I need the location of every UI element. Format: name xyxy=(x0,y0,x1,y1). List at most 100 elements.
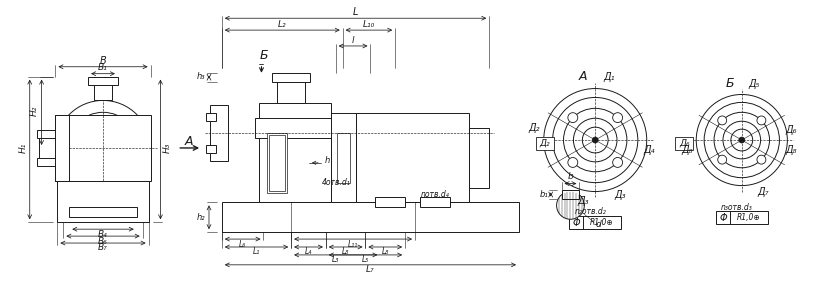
Circle shape xyxy=(563,108,627,172)
Bar xyxy=(569,216,621,229)
Text: L: L xyxy=(353,7,358,17)
Text: L₁₁: L₁₁ xyxy=(348,240,358,249)
Circle shape xyxy=(757,155,766,164)
Text: h₃: h₃ xyxy=(196,72,205,81)
Bar xyxy=(58,181,148,222)
Text: Д₂: Д₂ xyxy=(540,139,550,148)
Text: L₂: L₂ xyxy=(278,20,286,29)
Text: d: d xyxy=(596,220,601,229)
Bar xyxy=(420,198,450,207)
Text: B: B xyxy=(100,56,106,66)
Text: Б: Б xyxy=(260,49,269,62)
Bar xyxy=(255,118,336,138)
Bar xyxy=(206,113,216,121)
Text: Д₈: Д₈ xyxy=(681,145,693,155)
Text: h: h xyxy=(324,156,329,165)
Text: Б: Б xyxy=(726,77,734,90)
Text: Φ: Φ xyxy=(573,218,580,228)
Circle shape xyxy=(582,127,608,153)
Circle shape xyxy=(544,88,647,192)
Text: R1,0⊕: R1,0⊕ xyxy=(737,213,761,222)
Circle shape xyxy=(55,101,150,196)
Circle shape xyxy=(757,116,766,125)
Text: L₈: L₈ xyxy=(342,247,349,256)
Text: H₃: H₃ xyxy=(163,143,172,153)
Text: H₂: H₂ xyxy=(31,105,39,115)
Circle shape xyxy=(731,129,752,151)
Text: Д₃: Д₃ xyxy=(578,196,589,206)
Text: A: A xyxy=(185,134,193,147)
Bar xyxy=(260,103,331,202)
Bar xyxy=(222,202,519,232)
Text: B₁: B₁ xyxy=(98,63,108,72)
Bar xyxy=(94,83,112,101)
Bar xyxy=(676,137,693,150)
Text: L₄: L₄ xyxy=(305,247,312,256)
Bar xyxy=(55,115,150,181)
Text: B₄: B₄ xyxy=(98,230,108,239)
Circle shape xyxy=(739,137,745,143)
Text: L₆: L₆ xyxy=(239,240,247,249)
Text: b₁: b₁ xyxy=(540,190,548,199)
Circle shape xyxy=(553,97,638,183)
Circle shape xyxy=(696,94,787,185)
Text: nотв.d₄: nотв.d₄ xyxy=(421,190,449,199)
Bar xyxy=(210,105,228,161)
Text: h₂: h₂ xyxy=(196,213,205,222)
Bar xyxy=(331,113,356,202)
Bar xyxy=(69,207,137,217)
Bar xyxy=(469,128,489,187)
Circle shape xyxy=(81,126,125,170)
Text: 4отв.d₁: 4отв.d₁ xyxy=(322,178,350,187)
Bar xyxy=(36,130,59,138)
Text: Д₃: Д₃ xyxy=(615,190,625,200)
Bar xyxy=(206,145,216,153)
Text: A: A xyxy=(579,70,587,83)
Text: Д₈: Д₈ xyxy=(785,145,797,155)
Bar xyxy=(55,115,69,181)
Circle shape xyxy=(705,103,780,178)
Text: l: l xyxy=(351,35,354,45)
Text: b: b xyxy=(568,172,573,181)
Bar xyxy=(356,113,469,202)
Text: n₂отв.d₂: n₂отв.d₂ xyxy=(574,207,606,216)
Text: L₅: L₅ xyxy=(362,255,369,264)
Bar xyxy=(375,198,405,207)
Circle shape xyxy=(568,113,577,123)
Circle shape xyxy=(723,121,761,159)
Text: L₃: L₃ xyxy=(332,255,339,264)
Text: L₁: L₁ xyxy=(253,247,260,256)
Circle shape xyxy=(613,158,623,167)
Bar xyxy=(277,79,305,103)
Circle shape xyxy=(573,118,617,162)
Circle shape xyxy=(592,137,598,143)
Bar xyxy=(337,133,350,183)
Text: Д₂: Д₂ xyxy=(528,123,540,133)
Bar xyxy=(562,190,579,200)
Bar xyxy=(36,158,59,166)
Text: Д₄: Д₄ xyxy=(643,145,654,155)
Circle shape xyxy=(568,158,577,167)
Text: Д₅: Д₅ xyxy=(748,79,760,89)
Text: n₃отв.d₃: n₃отв.d₃ xyxy=(721,203,752,212)
Text: B₇: B₇ xyxy=(98,243,108,253)
Bar xyxy=(267,133,287,192)
Bar xyxy=(39,134,56,162)
Text: Д₆: Д₆ xyxy=(785,125,797,135)
Text: L₈: L₈ xyxy=(382,247,389,256)
Bar xyxy=(535,137,554,150)
Circle shape xyxy=(714,112,770,168)
Circle shape xyxy=(557,192,584,219)
Text: R1,0⊕: R1,0⊕ xyxy=(590,218,614,227)
Text: Д₇: Д₇ xyxy=(758,187,770,196)
Bar xyxy=(716,211,767,224)
Circle shape xyxy=(718,116,727,125)
Text: H₁: H₁ xyxy=(18,143,27,153)
Text: Д₁: Д₁ xyxy=(603,72,615,82)
Circle shape xyxy=(613,113,623,123)
Bar xyxy=(270,135,285,191)
Text: L₇: L₇ xyxy=(366,265,375,274)
Text: B₆: B₆ xyxy=(98,236,108,246)
Circle shape xyxy=(68,112,139,184)
Text: Д₆: Д₆ xyxy=(679,139,690,148)
